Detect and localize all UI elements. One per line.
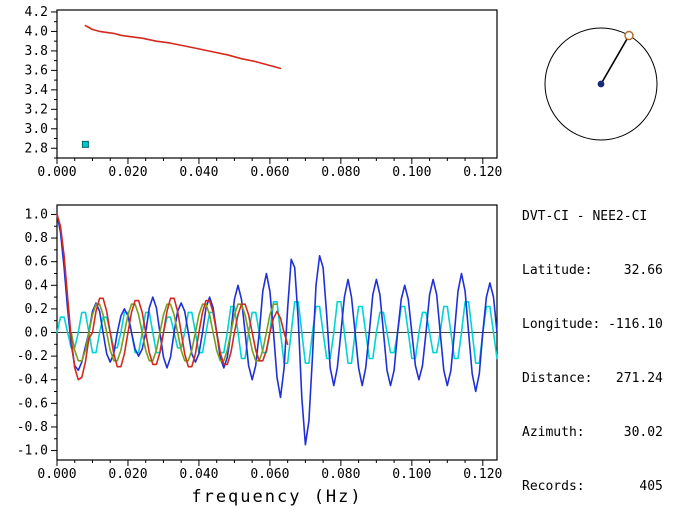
y-tick-label: 0.2 — [25, 302, 48, 317]
y-tick-label: -0.2 — [17, 349, 48, 364]
y-tick-label: 0.0 — [25, 326, 48, 341]
compass-circle — [544, 27, 658, 141]
y-tick-label: 3.4 — [25, 83, 49, 98]
y-tick-label: -1.0 — [17, 444, 48, 459]
y-tick-label: 0.8 — [25, 231, 48, 246]
x-tick-label: 0.120 — [463, 467, 502, 482]
x-tick-label: 0.060 — [250, 165, 289, 180]
azimuth-line — [600, 35, 630, 85]
series-waveform-blue — [56, 213, 498, 446]
series-waveform-red — [56, 213, 289, 381]
series-waveform-green — [70, 303, 278, 362]
x-tick-label: 0.060 — [250, 467, 289, 482]
azimuth-info-line: Azimuth: 30.02 — [522, 425, 663, 440]
picked-point-marker[interactable] — [81, 140, 89, 148]
y-tick-label: 0.4 — [25, 278, 49, 293]
longitude-line: Longitude: -116.10 — [522, 317, 663, 332]
y-tick-label: 4.2 — [25, 5, 48, 20]
y-tick-label: 0.6 — [25, 255, 48, 270]
x-tick-label: 0.000 — [37, 467, 76, 482]
x-tick-label: 0.040 — [179, 467, 218, 482]
dispersion-plot-area[interactable] — [56, 9, 498, 159]
x-tick-label: 0.080 — [321, 165, 360, 180]
y-tick-label: 4.0 — [25, 24, 48, 39]
x-tick-label: 0.000 — [37, 165, 76, 180]
x-tick-label: 0.040 — [179, 165, 218, 180]
event-center-dot — [597, 80, 605, 88]
x-tick-label: 0.020 — [108, 165, 147, 180]
y-tick-label: 3.8 — [25, 44, 48, 59]
station-azimuth-marker — [624, 30, 634, 41]
x-tick-label: 0.120 — [463, 165, 502, 180]
x-axis-title: frequency (Hz) — [191, 487, 362, 507]
y-tick-label: -0.6 — [17, 396, 48, 411]
y-tick-label: 2.8 — [25, 141, 48, 156]
y-tick-label: 1.0 — [25, 207, 48, 222]
records-line: Records: 405 — [522, 479, 663, 494]
y-tick-label: 3.6 — [25, 63, 48, 78]
y-tick-label: 3.0 — [25, 122, 48, 137]
y-tick-label: -0.8 — [17, 420, 48, 435]
station-info-panel: DVT-CI - NEE2-CI Latitude: 32.66 Longitu… — [522, 172, 663, 519]
x-tick-label: 0.080 — [321, 467, 360, 482]
latitude-line: Latitude: 32.66 — [522, 263, 663, 278]
series-group-velocity-curve — [84, 24, 282, 70]
x-tick-label: 0.100 — [392, 165, 431, 180]
y-tick-label: -0.4 — [17, 373, 48, 388]
distance-line: Distance: 271.24 — [522, 371, 663, 386]
y-tick-label: 3.2 — [25, 102, 48, 117]
station-pair-title: DVT-CI - NEE2-CI — [522, 209, 648, 224]
x-tick-label: 0.020 — [108, 467, 147, 482]
x-tick-label: 0.100 — [392, 467, 431, 482]
